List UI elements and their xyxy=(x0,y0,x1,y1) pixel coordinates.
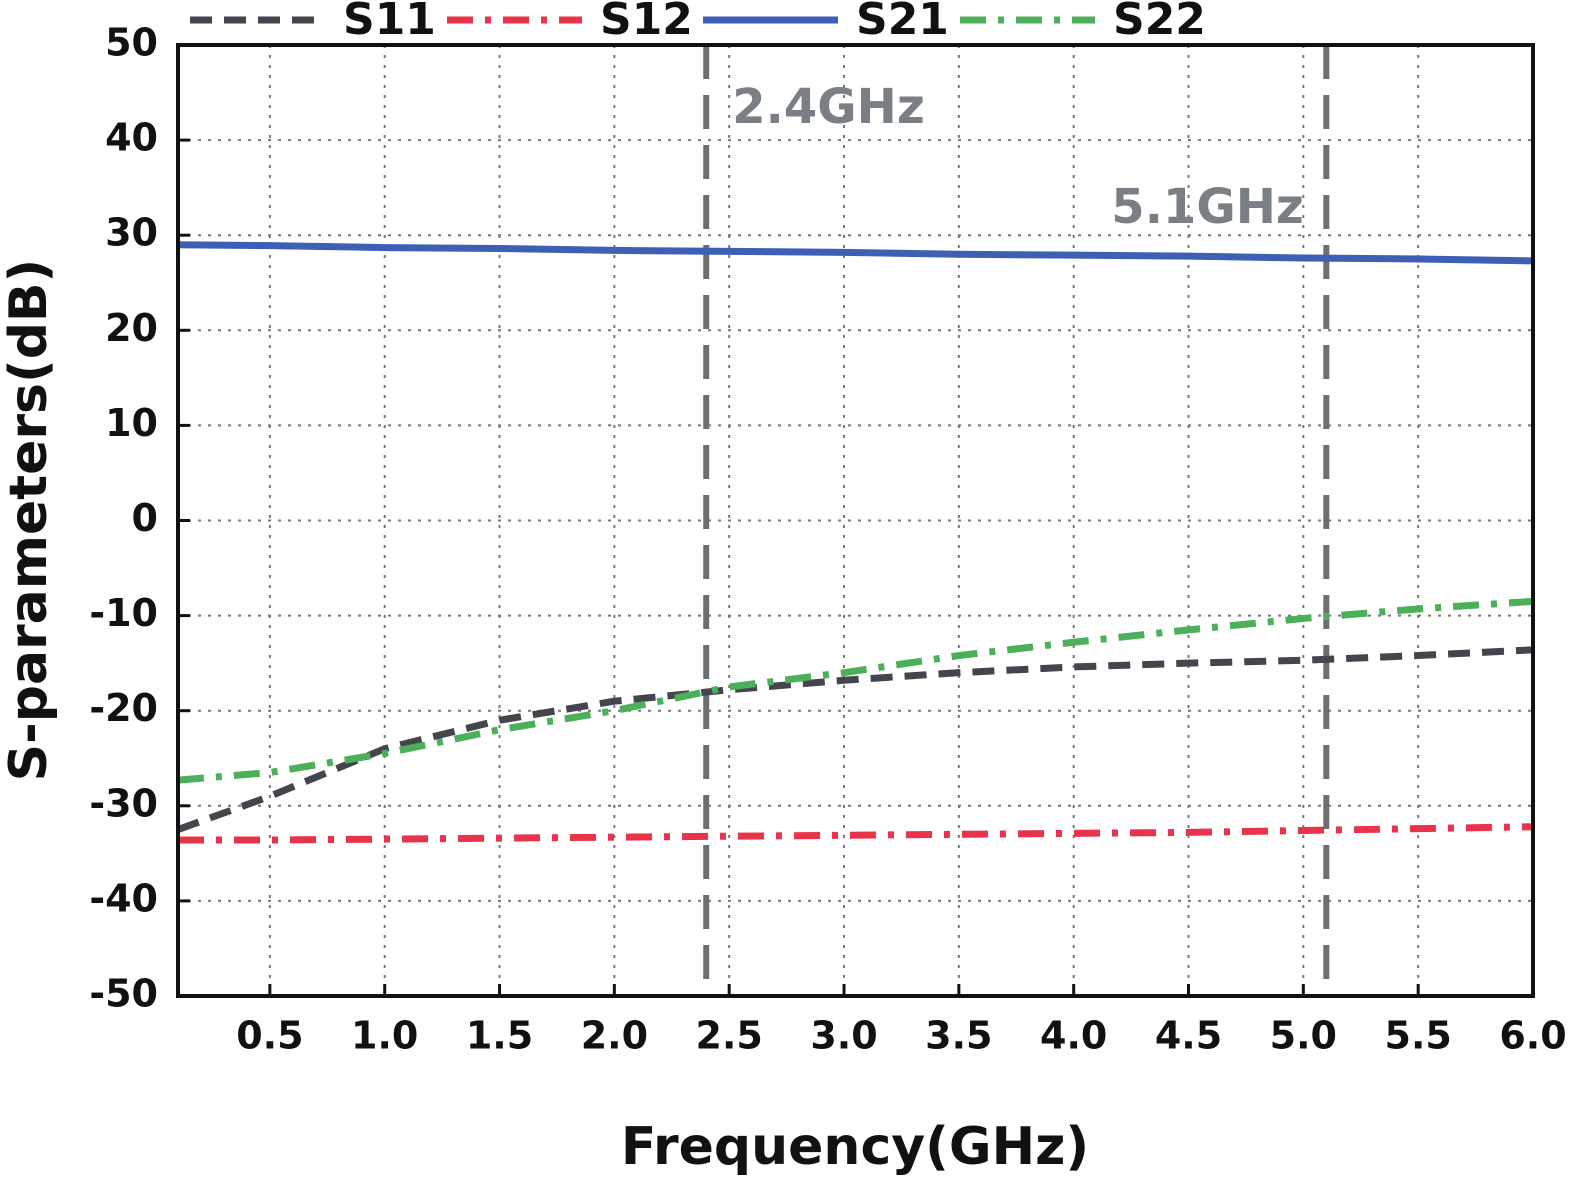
series-line xyxy=(177,597,1534,784)
legend-label: S21 xyxy=(856,0,949,45)
x-tick-label: 1.0 xyxy=(351,1014,418,1058)
y-tick-label: -20 xyxy=(89,686,158,730)
legend-label: S11 xyxy=(343,0,436,45)
y-tick-label: 30 xyxy=(105,211,158,255)
x-tick-label: 3.5 xyxy=(925,1014,992,1058)
x-tick-label: 6.0 xyxy=(1499,1014,1566,1058)
y-tick-label: -50 xyxy=(89,972,158,1016)
x-tick-label: 2.0 xyxy=(581,1014,648,1058)
x-tick-label: 3.0 xyxy=(810,1014,877,1058)
y-tick-label: 10 xyxy=(105,401,158,445)
series-line xyxy=(176,646,1534,833)
annotation: 5.1GHz xyxy=(1111,179,1304,235)
x-tick-label: 0.5 xyxy=(236,1014,303,1058)
x-tick-label: 2.5 xyxy=(696,1014,763,1058)
x-tick-label: 4.0 xyxy=(1040,1014,1107,1058)
legend-label: S12 xyxy=(600,0,693,45)
y-tick-label: 40 xyxy=(105,116,158,160)
series-line xyxy=(177,241,1534,265)
x-tick-label: 1.5 xyxy=(466,1014,533,1058)
y-tick-label: -40 xyxy=(89,876,158,920)
series-line xyxy=(178,823,1534,844)
y-tick-label: 0 xyxy=(132,496,158,540)
plot-frame xyxy=(176,43,1535,998)
y-axis-title: S-parameters(dB) xyxy=(0,259,59,782)
annotation: 2.4GHz xyxy=(732,79,925,135)
y-tick-label: -10 xyxy=(89,591,158,635)
y-tick-label: 50 xyxy=(105,21,158,65)
x-axis-title: Frequency(GHz) xyxy=(621,1117,1089,1177)
legend-label: S22 xyxy=(1113,0,1206,45)
x-tick-label: 5.0 xyxy=(1270,1014,1337,1058)
x-tick-label: 4.5 xyxy=(1155,1014,1222,1058)
x-tick-label: 5.5 xyxy=(1385,1014,1452,1058)
y-tick-label: 20 xyxy=(105,306,158,350)
y-tick-label: -30 xyxy=(89,781,158,825)
